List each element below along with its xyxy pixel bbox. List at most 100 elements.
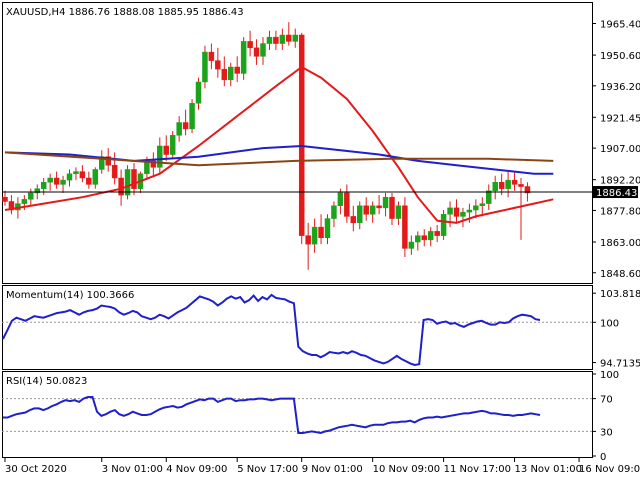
candle-up [382,196,389,209]
candle-down [2,196,8,202]
candle-down [273,36,279,44]
candle-up [157,145,163,168]
price-axis-label: 1892.20 [600,176,640,187]
candle-up [228,66,234,81]
candle-down [221,68,228,81]
candle-up [202,51,208,83]
candle-up [60,179,66,185]
rsi-title: RSI(14) 50.0823 [6,376,87,387]
price-axis-label: 1907.00 [600,144,640,155]
momentum-panel: 103.8183 100 94.7135 [2,289,640,370]
candle-up [369,205,376,215]
momentum-axis-label: 103.8183 [600,289,640,300]
candle-down [215,60,221,70]
last-price-box: 1886.43 [593,186,638,199]
time-axis-label: 13 Nov 01:00 [515,464,582,475]
candle-up [34,188,40,194]
candle-down [421,235,427,241]
candle-up [460,211,466,217]
candle-up [189,103,195,130]
time-axis-label: 30 Oct 2020 [5,464,67,475]
candle-down [118,177,124,196]
candle-up [124,169,131,196]
candle-up [195,81,202,104]
time-axis-label: 3 Nov 01:00 [102,464,163,475]
price-axis-label: 1848.60 [600,269,640,280]
candle-up [447,207,453,215]
candle-up [176,122,182,136]
candle-down [298,34,305,236]
candle-down [234,66,240,74]
main-panel-frame [2,2,593,284]
price-panel: 1965.40 1950.60 1936.20 1921.45 1907.00 1892.… [2,19,640,280]
candle-down [286,34,292,42]
candle-up [473,205,479,211]
time-axis: 30 Oct 2020 3 Nov 01:00 4 Nov 09:00 5 Nov 1… [4,458,640,475]
price-axis-label: 1877.80 [600,206,640,217]
candle-up [66,173,73,181]
candle-down [389,196,395,219]
candle-down [511,179,518,185]
candle-up [415,235,421,243]
rsi-panel-frame [2,371,593,458]
candle-down [86,177,92,185]
candle-up [427,231,434,241]
candle-down [376,205,382,209]
time-axis-label: 9 Nov 01:00 [302,464,363,475]
candle-down [453,207,460,217]
momentum-line [2,293,541,367]
candle-up [169,135,176,155]
candle-up [47,177,53,183]
momentum-panel-frame [2,285,593,370]
candle-down [363,205,369,215]
time-axis-label: 10 Nov 09:00 [373,464,440,475]
candle-up [260,43,266,57]
candle-down [131,169,137,189]
candle-up [92,169,99,185]
candle-down [524,186,531,194]
candle-up [40,182,47,189]
price-title: XAUUSD,H4 1886.76 1888.08 1885.95 1886.4… [6,7,244,18]
candle-down [402,205,408,249]
candle-up [408,241,415,249]
candle-down [305,235,311,245]
candle-down [253,47,260,57]
candle-up [395,205,402,219]
moving-average-blue [4,144,554,175]
price-axis-label: 1921.45 [600,113,640,124]
time-axis-label: 16 Nov 09:00 [579,464,640,475]
last-price-label: 1886.43 [596,188,637,199]
candle-up [279,34,286,44]
candle-down [344,192,350,217]
price-axis-label: 1965.40 [600,19,640,30]
candle-up [28,192,34,200]
rsi-panel: 100 70 30 0 [2,370,619,463]
candle-up [21,199,28,204]
candle-up [240,41,247,74]
candle-down [247,41,253,49]
candle-down [105,156,111,166]
candle-up [492,182,498,192]
candle-up [505,179,511,189]
candle-up [324,218,331,239]
candle-down [208,51,215,61]
last-price-box-bg [593,186,638,199]
candle-down [434,231,440,236]
candle-down [53,177,60,185]
moving-average-red [4,65,554,224]
candle-up [99,156,105,170]
candle-up [440,214,447,236]
candle-up [266,36,273,44]
moving-average-brown [4,151,554,167]
rsi-axis-label: 70 [600,395,613,406]
time-axis-label: 11 Nov 17:00 [444,464,511,475]
candle-down [79,171,86,179]
candle-up [292,34,298,42]
candle-up [311,226,318,245]
momentum-title: Momentum(14) 100.3666 [6,290,134,301]
candle-up [479,203,486,206]
candle-up [466,209,473,213]
candle-up [331,205,337,219]
candle-up [73,171,79,174]
